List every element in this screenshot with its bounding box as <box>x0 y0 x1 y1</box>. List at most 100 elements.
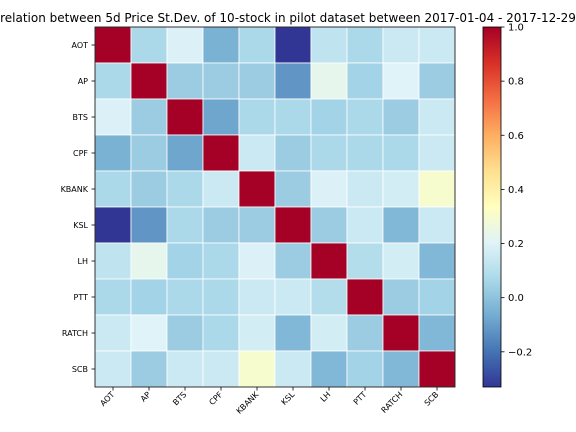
heatmap-cell <box>274 62 312 100</box>
x-tick-label: KBANK <box>235 390 261 416</box>
heatmap-cell <box>94 350 132 388</box>
heatmap-cell <box>94 314 132 352</box>
colorbar-ticks: −0.2 0.0 0.2 0.4 0.6 0.8 1.0 <box>501 23 532 358</box>
heatmap-cell <box>418 98 456 136</box>
colorbar-tick-label: 0.2 <box>508 239 524 250</box>
heatmap-cell <box>346 98 384 136</box>
heatmap-cell <box>166 98 204 136</box>
y-tick-label: PTT <box>74 293 89 302</box>
colorbar-tick-label: 0.6 <box>508 131 524 142</box>
heatmap-cell <box>166 278 204 316</box>
colorbar-tick-label: −0.2 <box>508 347 532 358</box>
heatmap-cell <box>346 134 384 172</box>
heatmap-cell <box>418 62 456 100</box>
heatmap-cell <box>166 314 204 352</box>
heatmap-cell <box>166 350 204 388</box>
heatmap-cell <box>310 170 348 208</box>
heatmap-cell <box>94 98 132 136</box>
y-tick-label: AOT <box>71 41 88 50</box>
x-tick-label: KSL <box>280 390 297 407</box>
heatmap-cell <box>238 62 276 100</box>
heatmap-cell <box>382 242 420 280</box>
heatmap-cell <box>130 62 168 100</box>
heatmap-cell <box>382 278 420 316</box>
heatmap-cell <box>310 242 348 280</box>
heatmap-cell <box>418 26 456 64</box>
heatmap-cell <box>346 170 384 208</box>
heatmap-cell <box>382 350 420 388</box>
heatmap-cell <box>382 314 420 352</box>
heatmap-cell <box>238 98 276 136</box>
y-tick-label: LH <box>78 257 88 266</box>
heatmap-cell <box>130 278 168 316</box>
heatmap-cell <box>238 170 276 208</box>
heatmap-cell <box>202 134 240 172</box>
heatmap-cell <box>94 206 132 244</box>
heatmap-cell <box>274 26 312 64</box>
heatmap-cell <box>310 98 348 136</box>
x-tick-labels: AOT AP BTS CPF KBANK KSL LH PTT RATCH SCB <box>98 387 440 416</box>
heatmap-cell <box>202 26 240 64</box>
heatmap-cell <box>418 278 456 316</box>
heatmap-cell <box>274 242 312 280</box>
heatmap-cell <box>166 170 204 208</box>
x-tick-label: RATCH <box>380 390 405 415</box>
heatmap-cell <box>94 170 132 208</box>
y-tick-label: RATCH <box>62 329 88 338</box>
y-tick-label: CPF <box>73 149 88 158</box>
heatmap-cell <box>202 242 240 280</box>
heatmap-cell <box>130 350 168 388</box>
heatmap-cell <box>202 278 240 316</box>
heatmap-cell <box>238 206 276 244</box>
heatmap-cell <box>94 26 132 64</box>
heatmap-cell <box>130 170 168 208</box>
colorbar-tick-label: 1.0 <box>508 23 524 34</box>
heatmap-cell <box>382 62 420 100</box>
heatmap-cell <box>94 242 132 280</box>
plot-frame <box>94 26 456 388</box>
heatmap-cell <box>202 206 240 244</box>
heatmap-cell <box>166 134 204 172</box>
colorbar-tick-label: 0.4 <box>508 185 524 196</box>
heatmap-cell <box>94 62 132 100</box>
heatmap-cell <box>202 170 240 208</box>
heatmap-cell <box>418 314 456 352</box>
heatmap-cell <box>130 98 168 136</box>
colorbar-tick-label: 0.8 <box>508 77 524 88</box>
heatmap-cell <box>346 350 384 388</box>
heatmap-cell <box>418 242 456 280</box>
heatmap-cell <box>166 62 204 100</box>
heatmap-cell <box>238 350 276 388</box>
heatmap-cell <box>310 314 348 352</box>
heatmap-cell <box>346 278 384 316</box>
heatmap-cell <box>274 350 312 388</box>
heatmap-cell <box>310 26 348 64</box>
heatmap-cell <box>382 206 420 244</box>
x-tick-label: AOT <box>98 390 116 408</box>
heatmap-cell <box>346 26 384 64</box>
heatmap-cell <box>94 278 132 316</box>
heatmap-cell <box>382 98 420 136</box>
heatmap-cell <box>274 98 312 136</box>
heatmap-cell <box>238 134 276 172</box>
x-tick-label: CPF <box>207 390 224 407</box>
heatmap-cell <box>202 350 240 388</box>
heatmap-cell <box>202 62 240 100</box>
heatmap-cell <box>238 242 276 280</box>
heatmap-cell <box>238 26 276 64</box>
heatmap-cell <box>166 242 204 280</box>
heatmap-cell <box>202 314 240 352</box>
y-tick-label: KSL <box>73 221 88 230</box>
heatmap-cell <box>274 314 312 352</box>
heatmap-cell <box>238 278 276 316</box>
heatmap-cell <box>346 242 384 280</box>
heatmap-cell <box>418 206 456 244</box>
x-tick-label: SCB <box>423 390 441 408</box>
heatmap-cell <box>346 314 384 352</box>
y-tick-label: SCB <box>72 365 88 374</box>
heatmap-cell <box>166 26 204 64</box>
x-tick-label: BTS <box>171 390 188 407</box>
heatmap-cell <box>418 350 456 388</box>
x-tick-label: LH <box>319 390 333 404</box>
